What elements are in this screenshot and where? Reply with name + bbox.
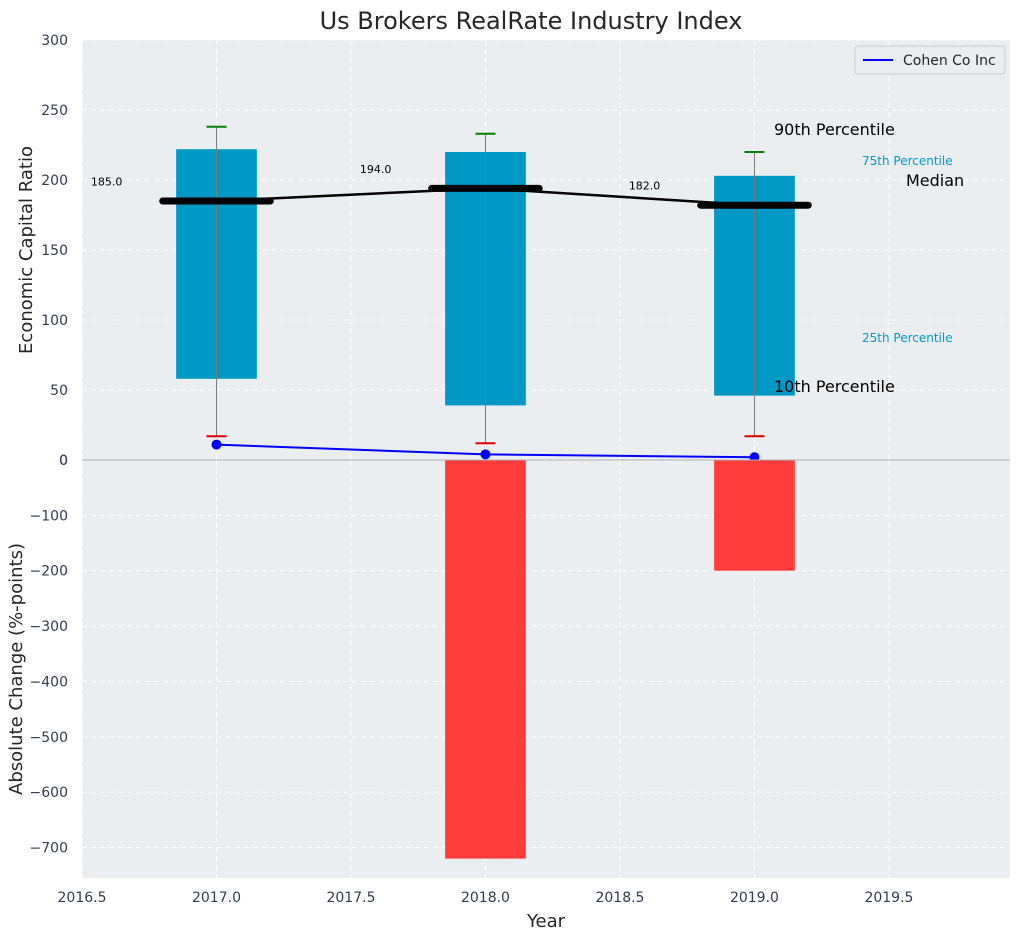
median-value-label: 194.0: [360, 163, 392, 176]
company-series-point: [211, 439, 222, 450]
y-tick-label-top: 250: [41, 103, 68, 119]
annotation-25th-percentile: 25th Percentile: [862, 331, 953, 345]
annotation-90th-percentile: 90th Percentile: [774, 120, 895, 139]
legend-label: Cohen Co Inc: [903, 53, 996, 69]
bottom-panel-background: [82, 460, 1010, 878]
top-panel-marks: 185.0 194.0 182.0: [91, 125, 812, 463]
y-tick-label-bottom: −600: [30, 785, 68, 801]
y-tick-label-bottom: −200: [30, 564, 68, 580]
bottom-panel-marks: [445, 460, 795, 859]
y-tick-label-bottom: 0: [59, 453, 68, 469]
bottom-ylabel: Absolute Change (%-points): [6, 543, 27, 795]
chart-title: Us Brokers RealRate Industry Index: [320, 7, 743, 35]
median-value-label: 185.0: [91, 175, 123, 188]
y-tick-label-top: 300: [41, 33, 68, 49]
x-tick-label: 2017.5: [326, 890, 375, 906]
y-tick-label-top: 150: [41, 243, 68, 259]
y-tick-label-top: 100: [41, 313, 68, 329]
y-tick-label-bottom: −100: [30, 508, 68, 524]
xlabel: Year: [526, 911, 566, 932]
change-bar: [445, 460, 526, 859]
x-tick-label: 2018.0: [461, 890, 510, 906]
company-series-point: [480, 449, 491, 460]
legend: Cohen Co Inc: [854, 45, 1006, 75]
top-ylabel: Economic Capital Ratio: [16, 146, 37, 354]
x-tick-label: 2016.5: [58, 890, 107, 906]
x-tick-label: 2018.5: [595, 890, 644, 906]
x-tick-label: 2017.0: [192, 890, 241, 906]
median-value-label: 182.0: [629, 180, 661, 193]
y-tick-label-top: 0: [59, 453, 68, 469]
y-tick-label-bottom: −500: [30, 730, 68, 746]
x-tick-label: 2019.0: [730, 890, 779, 906]
y-tick-label-bottom: −400: [30, 674, 68, 690]
y-tick-label-top: 200: [41, 173, 68, 189]
legend-box: [854, 45, 1006, 75]
x-tick-label: 2019.5: [864, 890, 913, 906]
tick-labels: 2016.5 2017.0 2017.5 2018.0 2018.5 2019.0 2019…: [30, 33, 914, 906]
y-tick-label-top: 50: [50, 383, 68, 399]
annotation-75th-percentile: 75th Percentile: [862, 154, 953, 168]
y-tick-label-bottom: −300: [30, 619, 68, 635]
change-bar: [714, 460, 795, 571]
y-tick-label-bottom: −700: [30, 841, 68, 857]
annotation-median: Median: [906, 171, 964, 190]
annotation-10th-percentile: 10th Percentile: [774, 377, 895, 396]
